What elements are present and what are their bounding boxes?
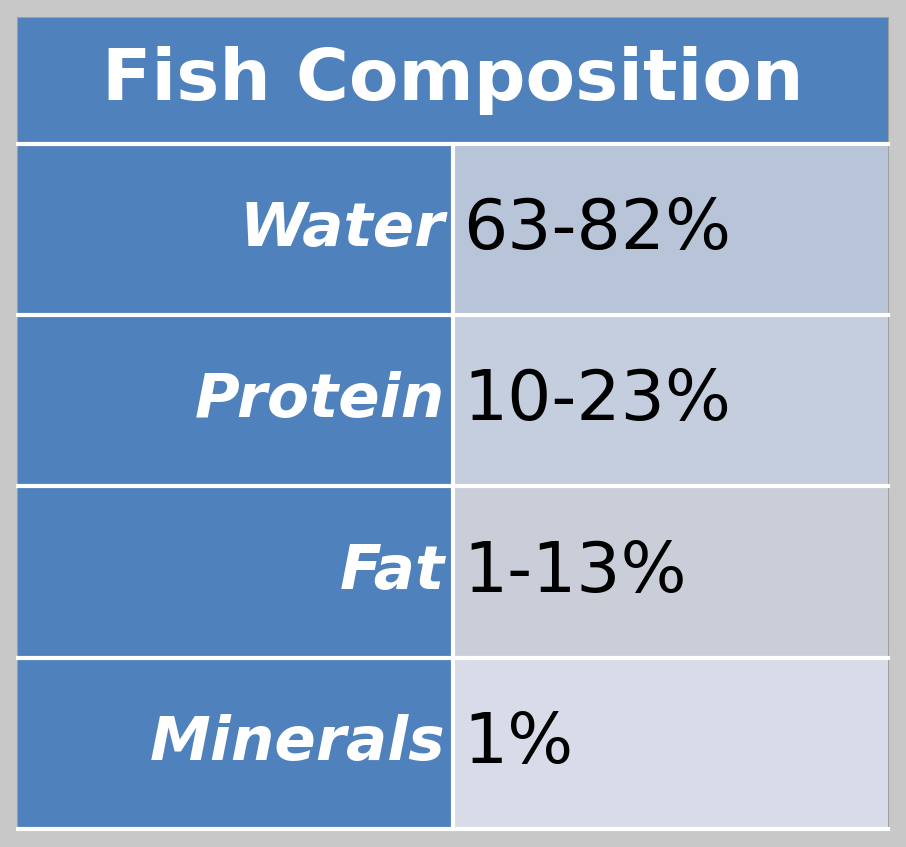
Text: 1%: 1% — [463, 710, 573, 777]
Bar — [453, 144, 888, 315]
Text: Water: Water — [239, 200, 445, 259]
Text: 63-82%: 63-82% — [463, 196, 731, 263]
Bar — [18, 144, 453, 315]
Text: 1-13%: 1-13% — [463, 539, 687, 606]
Bar — [453, 486, 888, 657]
Bar — [18, 486, 453, 657]
Text: Protein: Protein — [195, 371, 445, 430]
Bar — [453, 657, 888, 829]
Bar — [18, 18, 888, 144]
Text: Minerals: Minerals — [149, 714, 445, 772]
Bar — [18, 657, 453, 829]
Text: Fat: Fat — [340, 543, 445, 601]
Text: Fish Composition: Fish Composition — [102, 47, 804, 115]
Bar — [453, 315, 888, 486]
Text: 10-23%: 10-23% — [463, 368, 731, 435]
Bar — [18, 315, 453, 486]
